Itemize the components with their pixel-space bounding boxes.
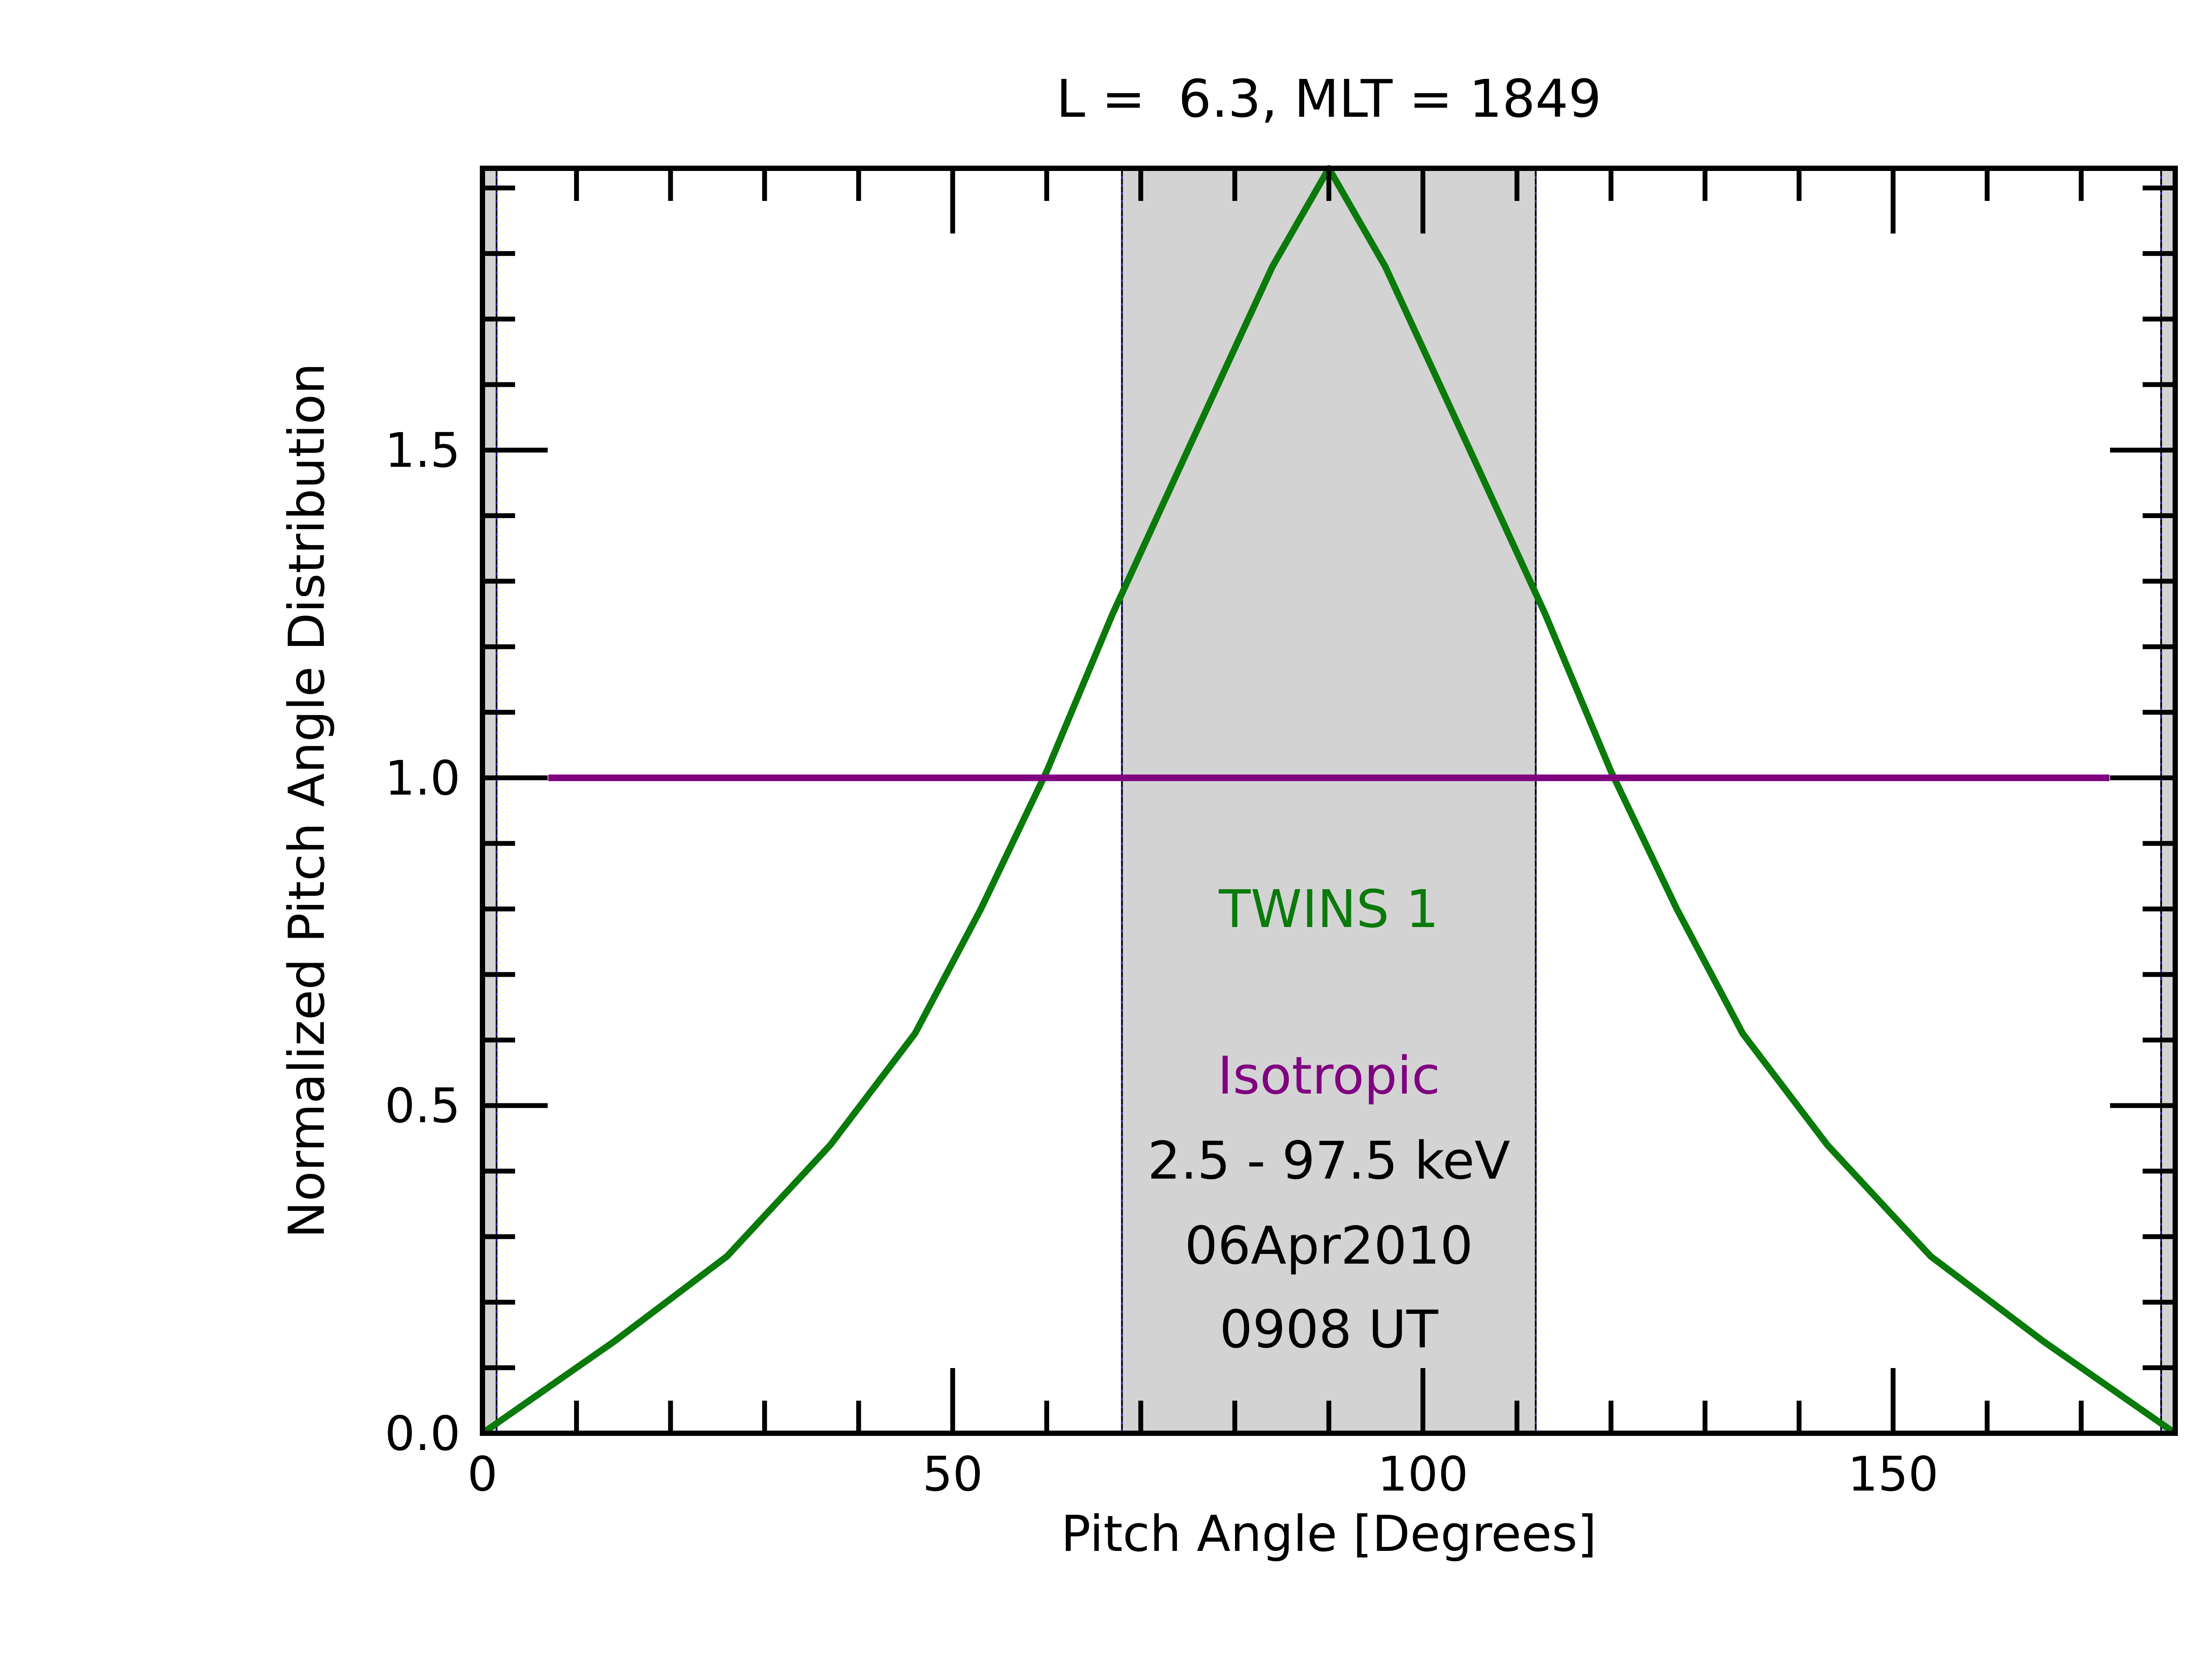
shaded-region-2 [1122, 168, 1536, 1433]
time-label: 0908 UT [1220, 1299, 1439, 1360]
y-tick-label: 1.5 [385, 423, 460, 478]
x-tick-label: 50 [923, 1447, 983, 1502]
y-tick-label: 0.5 [385, 1079, 460, 1134]
x-tick-label: 150 [1848, 1447, 1939, 1502]
y-axis-label: Normalized Pitch Angle Distribution [278, 363, 336, 1239]
energy-range-label: 2.5 - 97.5 keV [1148, 1130, 1510, 1191]
x-tick-label: 0 [467, 1447, 498, 1502]
twins1-label: TWINS 1 [1218, 879, 1439, 939]
tick-labels: 0 50 100 150 0.0 0.5 1.0 1.5 [385, 423, 1939, 1502]
y-tick-label: 1.0 [385, 751, 460, 806]
chart-title: L = 6.3, MLT = 1849 [1056, 68, 1601, 129]
plot-frame [480, 166, 2178, 1436]
date-label: 06Apr2010 [1185, 1215, 1473, 1276]
y-tick-label: 0.0 [385, 1406, 460, 1461]
x-axis-label: Pitch Angle [Degrees] [1061, 1506, 1597, 1563]
isotropic-label: Isotropic [1217, 1045, 1440, 1106]
x-tick-label: 100 [1377, 1447, 1468, 1502]
axis-ticks [480, 168, 2178, 1436]
